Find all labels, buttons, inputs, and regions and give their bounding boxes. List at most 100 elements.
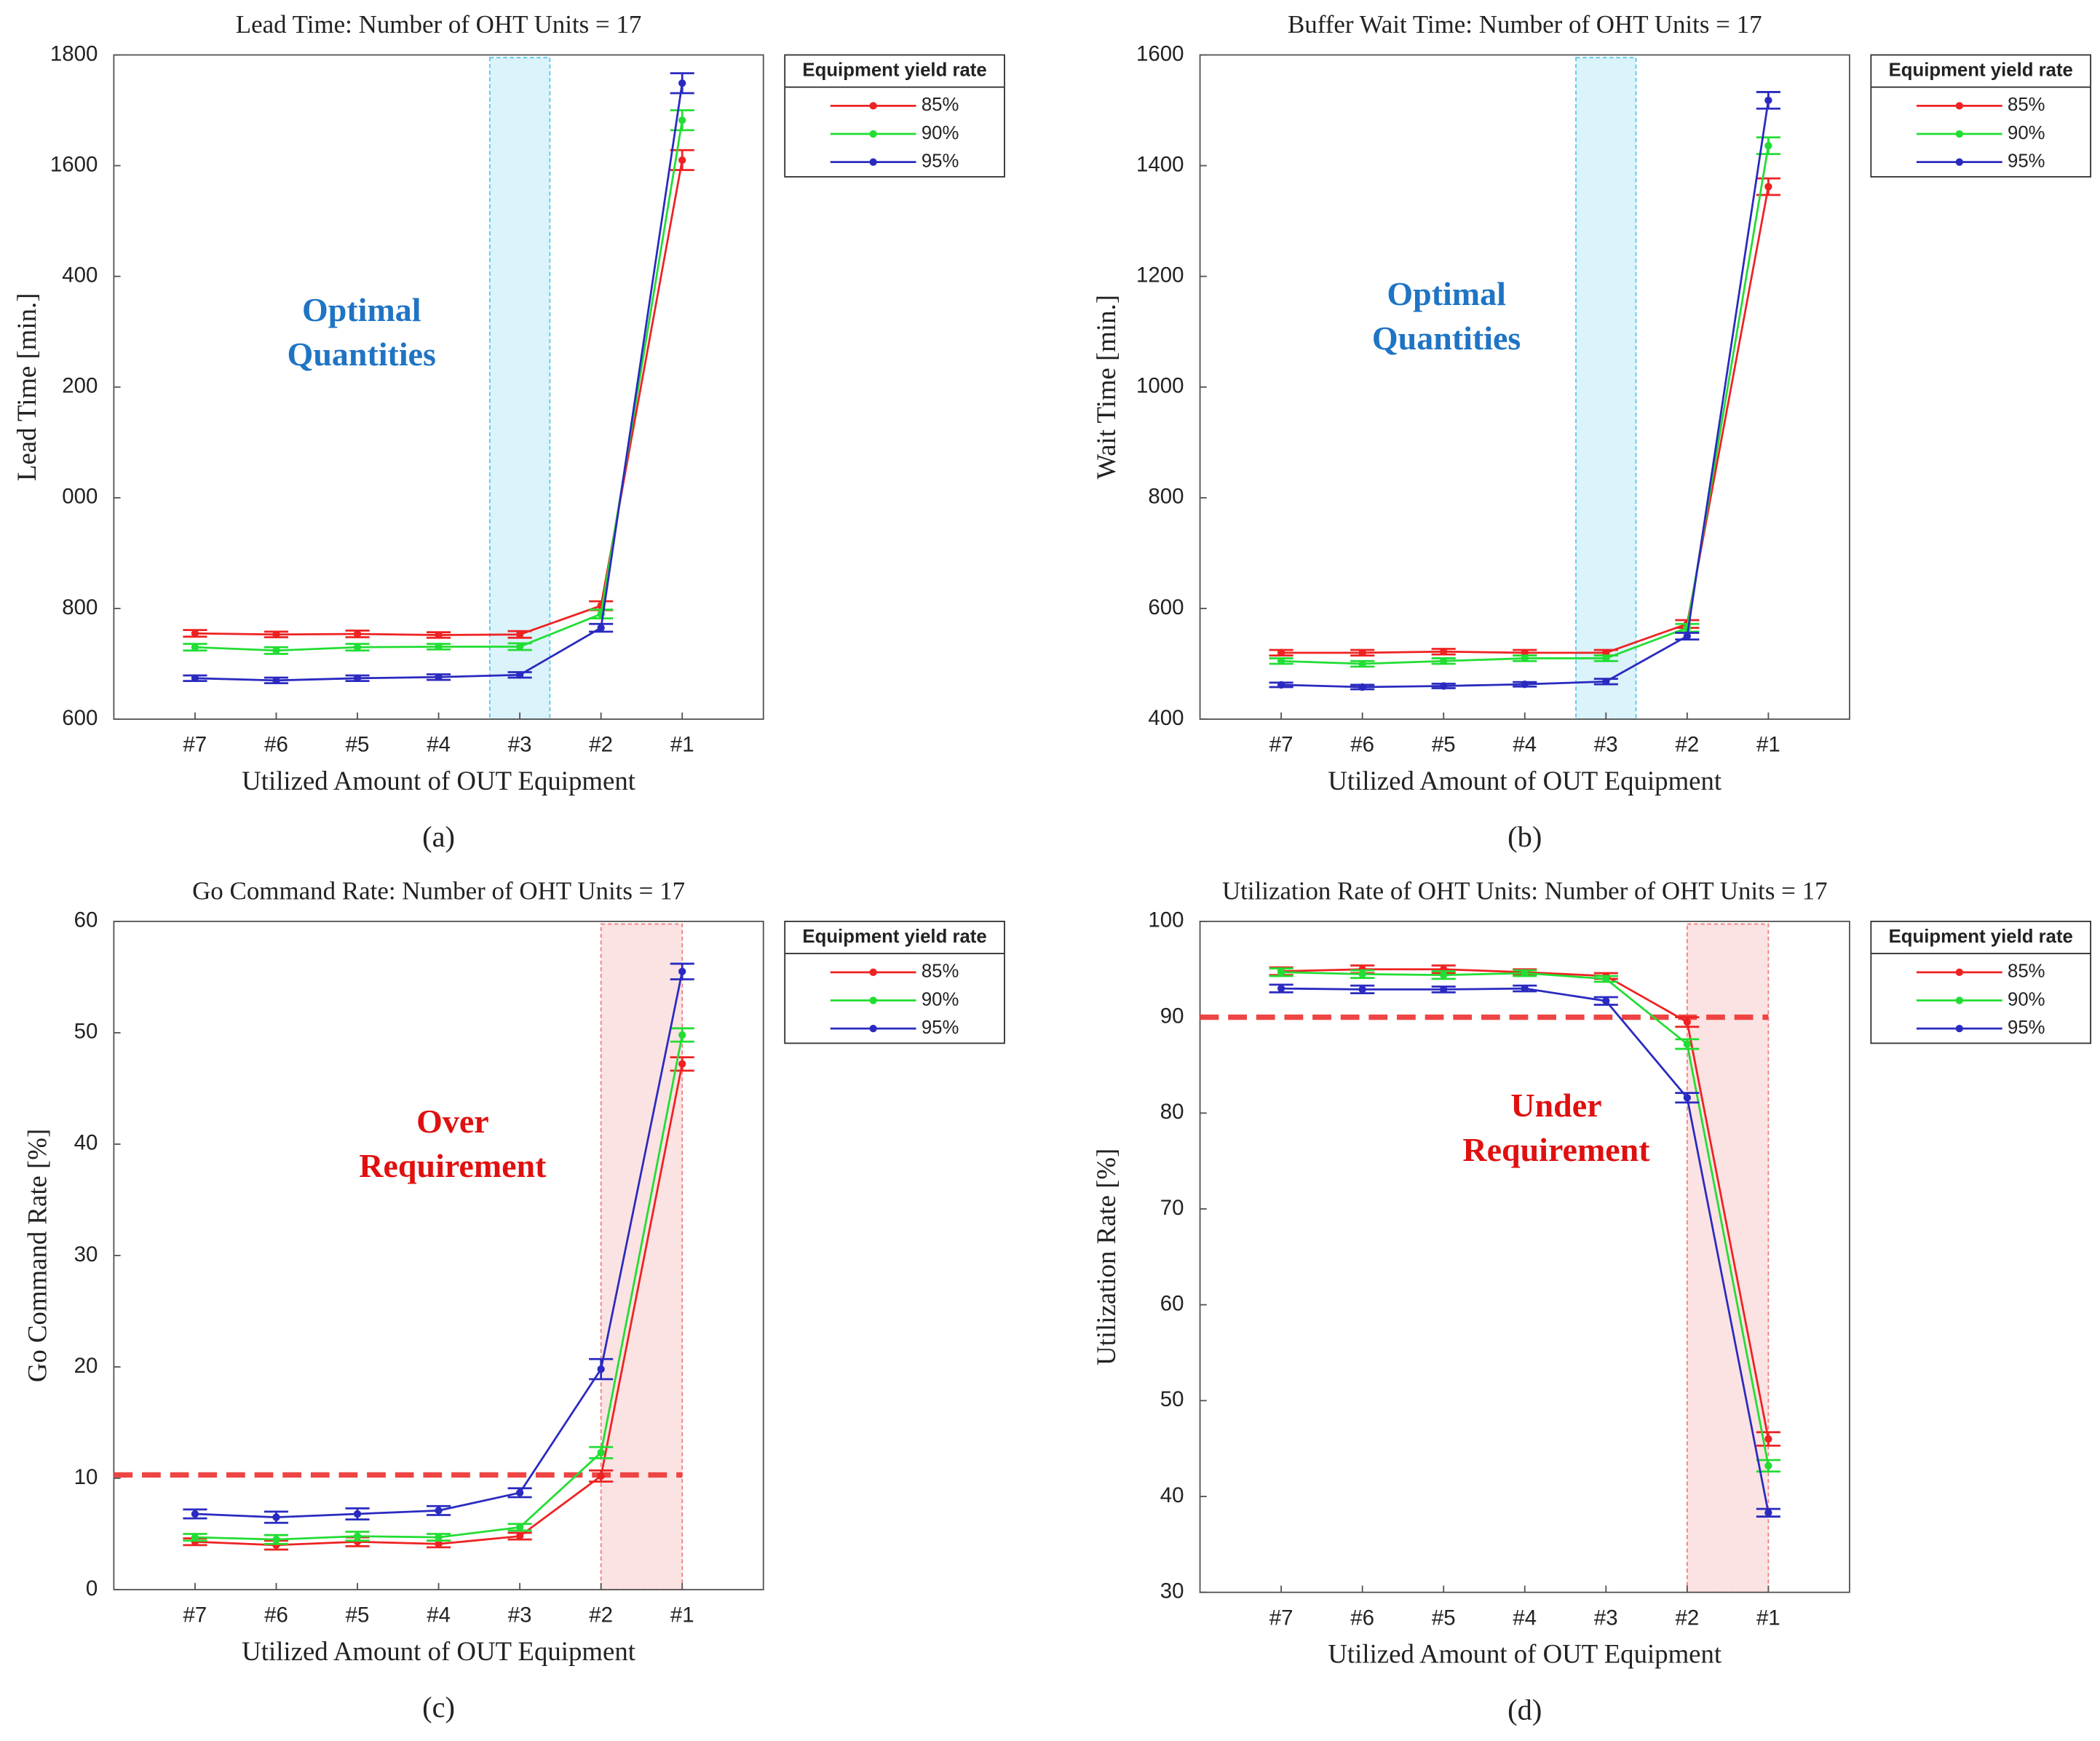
data-point — [678, 79, 686, 87]
data-point — [1602, 975, 1610, 983]
data-point — [353, 1510, 362, 1518]
legend-title: Equipment yield rate — [802, 60, 986, 80]
legend-label: 95% — [922, 151, 959, 171]
x-tick-label: #6 — [1350, 1606, 1374, 1630]
data-point — [272, 1536, 280, 1544]
x-axis-label: Utilized Amount of OUT Equipment — [242, 1636, 635, 1666]
data-point — [191, 643, 199, 651]
y-tick-label: 100 — [1148, 908, 1184, 932]
annotation: Requirement — [359, 1147, 547, 1184]
data-point — [678, 1031, 686, 1039]
x-tick-label: #5 — [346, 1603, 370, 1627]
legend-marker — [869, 102, 877, 110]
data-point — [678, 156, 686, 164]
chart-panel: Go Command Rate: Number of OHT Units = 1… — [23, 876, 1005, 1724]
data-point — [597, 1472, 605, 1480]
y-tick-label: 1600 — [1136, 41, 1184, 66]
data-point — [1764, 96, 1772, 104]
caption: (b) — [1507, 820, 1542, 853]
x-tick-label: #7 — [1269, 733, 1293, 757]
data-point — [597, 1365, 605, 1373]
y-axis-label: Lead Time [min.] — [12, 293, 41, 481]
legend-marker — [869, 130, 877, 138]
annotation: Quantities — [288, 336, 436, 373]
x-tick-label: #3 — [1594, 1606, 1618, 1630]
data-point — [1764, 1509, 1772, 1517]
data-point — [1358, 985, 1366, 994]
chart-title: Go Command Rate: Number of OHT Units = 1… — [192, 876, 685, 905]
highlight-region — [1575, 57, 1637, 721]
y-tick-label: 1800 — [50, 41, 98, 66]
legend-title: Equipment yield rate — [1889, 927, 2073, 947]
annotation: Optimal — [1387, 275, 1506, 312]
y-tick-label: 80 — [1160, 1100, 1184, 1124]
y-axis-label: Utilization Rate [%] — [1091, 1149, 1121, 1365]
legend-label: 90% — [2008, 989, 2045, 1010]
data-point — [353, 643, 362, 651]
data-point — [1277, 649, 1285, 657]
x-tick-label: #6 — [264, 1603, 288, 1627]
data-point — [353, 630, 362, 638]
y-tick-label: 40 — [1160, 1483, 1184, 1507]
data-point — [1521, 681, 1529, 689]
y-tick-label: 200 — [62, 374, 98, 398]
y-tick-label: 50 — [74, 1020, 98, 1044]
legend-box — [1870, 54, 2092, 178]
annotation: Optimal — [302, 291, 421, 328]
annotation: Under — [1510, 1087, 1601, 1124]
x-tick-label: #1 — [1756, 1606, 1780, 1630]
legend-box — [1870, 920, 2092, 1044]
data-point — [1440, 985, 1448, 994]
data-point — [191, 674, 199, 682]
data-point — [1602, 997, 1610, 1005]
data-point — [191, 630, 199, 638]
x-tick-label: #1 — [1756, 733, 1780, 757]
y-tick-label: 1200 — [1136, 263, 1184, 287]
x-tick-label: #2 — [589, 733, 613, 757]
legend-marker — [1955, 158, 1963, 166]
chart-panel: Lead Time: Number of OHT Units = 17 600 80… — [12, 10, 1005, 853]
legend-marker — [1955, 130, 1963, 138]
data-point — [435, 1540, 443, 1548]
x-tick-label: #3 — [1594, 733, 1618, 757]
y-tick-label: 0 — [86, 1577, 98, 1601]
x-axis-label: Utilized Amount of OUT Equipment — [1328, 766, 1721, 796]
data-point — [1764, 183, 1772, 191]
plot-frame — [1199, 54, 1850, 721]
y-tick-label: 60 — [1160, 1291, 1184, 1315]
x-tick-label: #3 — [508, 1603, 532, 1627]
legend-label: 85% — [922, 95, 959, 115]
data-point — [1440, 648, 1448, 656]
y-tick-label: 50 — [1160, 1387, 1184, 1411]
data-point — [515, 630, 524, 638]
y-tick-label: 1600 — [50, 152, 98, 176]
data-point — [678, 116, 686, 124]
x-tick-label: #5 — [346, 733, 370, 757]
data-point — [515, 671, 524, 679]
y-tick-label: 1000 — [1136, 374, 1184, 398]
x-tick-label: #2 — [1675, 733, 1699, 757]
data-point — [1277, 657, 1285, 665]
data-point — [1277, 984, 1285, 993]
data-point — [1764, 1435, 1772, 1443]
x-tick-label: #4 — [1513, 1606, 1537, 1630]
chart-panel: Utilization Rate of OHT Units: Number of… — [1091, 876, 2092, 1726]
data-point — [515, 1532, 524, 1540]
legend-label: 85% — [2008, 961, 2045, 982]
highlight-region — [600, 923, 684, 1590]
legend-marker — [1955, 1024, 1963, 1033]
data-point — [1277, 681, 1285, 689]
caption: (a) — [422, 820, 455, 853]
y-tick-label: 60 — [74, 908, 98, 932]
data-point — [1683, 632, 1691, 641]
data-point — [597, 1448, 605, 1456]
data-point — [435, 643, 443, 651]
data-point — [1277, 968, 1285, 976]
data-point — [597, 624, 605, 632]
legend-label: 95% — [2008, 1018, 2045, 1038]
legend-marker — [869, 968, 877, 976]
y-tick-label: 600 — [1148, 595, 1184, 619]
y-axis-label: Wait Time [min.] — [1091, 295, 1121, 479]
x-tick-label: #5 — [1432, 1606, 1456, 1630]
